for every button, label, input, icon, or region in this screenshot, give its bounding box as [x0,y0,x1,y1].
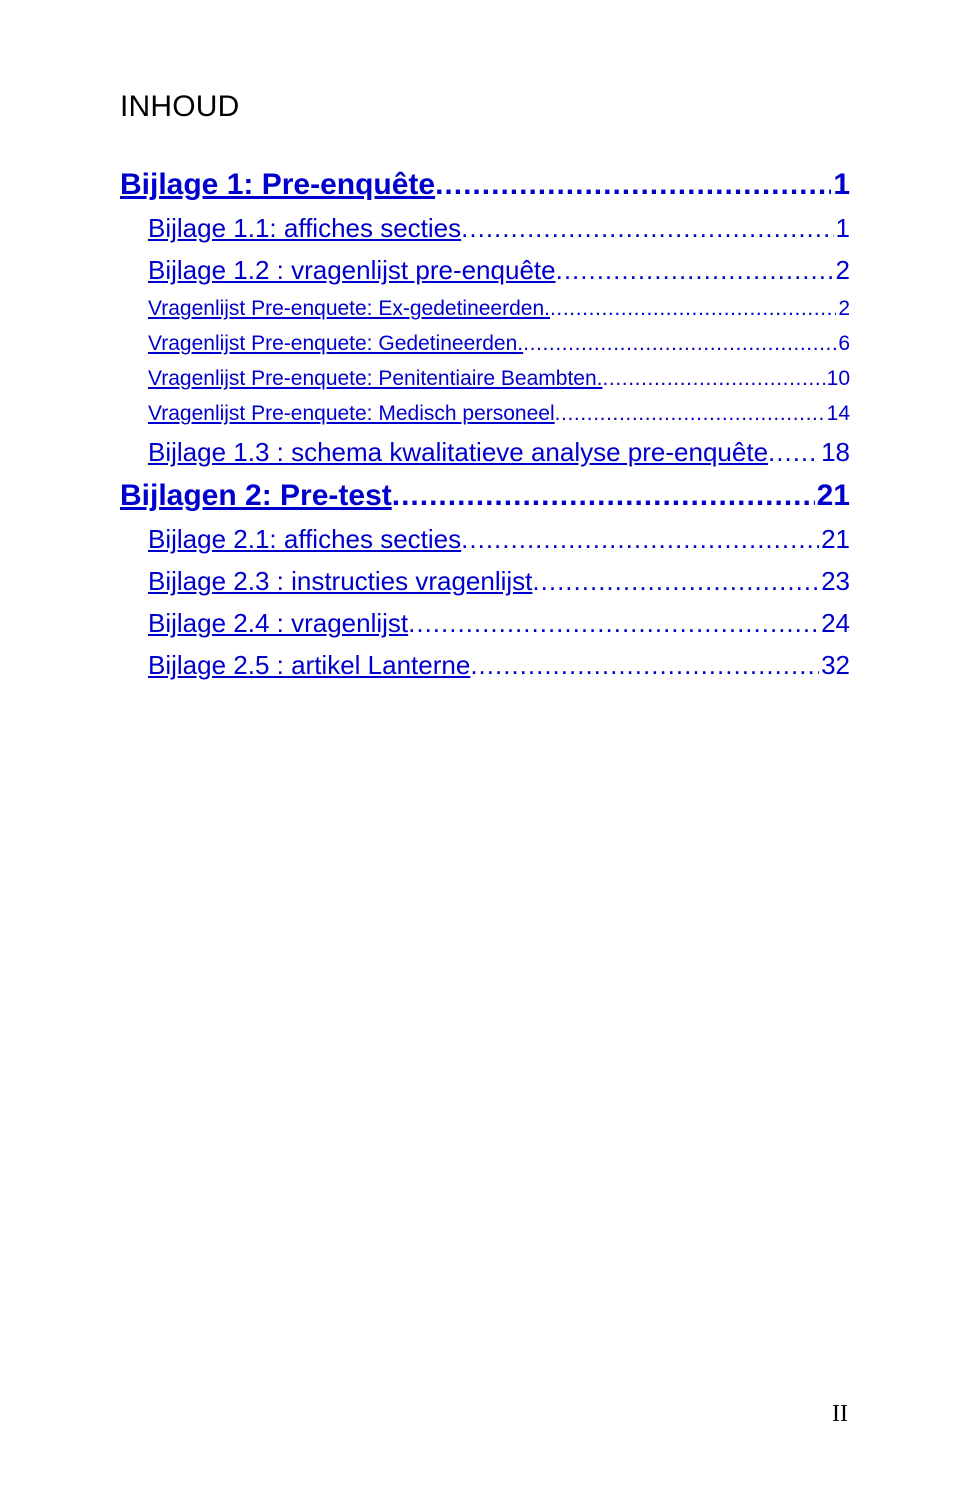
toc-entry-page: 1 [831,168,850,202]
toc-entry[interactable]: Vragenlijst Pre-enquete: Penitentiaire B… [120,361,850,396]
toc-entry[interactable]: Bijlage 2.3 : instructies vragenlijst 23 [120,560,850,602]
toc-leader-dots [392,479,815,513]
toc-entry-label[interactable]: Bijlage 1.1: affiches secties [148,213,461,244]
toc-leader-dots [408,608,819,639]
toc-entry[interactable]: Bijlage 1.1: affiches secties 1 [120,207,850,249]
toc-entry[interactable]: Bijlage 1.2 : vragenlijst pre-enquête 2 [120,249,850,291]
toc-entry[interactable]: Vragenlijst Pre-enquete: Ex-gedetineerde… [120,291,850,326]
toc-leader-dots [555,402,825,426]
toc-entry-page: 24 [819,608,850,639]
toc-leader-dots [435,168,831,202]
toc-entry-label[interactable]: Bijlage 2.3 : instructies vragenlijst [148,566,532,597]
toc-entry-label[interactable]: Vragenlijst Pre-enquete: Gedetineerden. [148,332,523,356]
toc-entry-label[interactable]: Vragenlijst Pre-enquete: Ex-gedetineerde… [148,297,550,321]
toc-leader-dots [470,650,819,681]
toc-leader-dots [603,367,825,391]
toc-entry-page: 23 [819,566,850,597]
page-title: INHOUD [120,90,850,124]
toc-entry[interactable]: Bijlage 2.4 : vragenlijst 24 [120,602,850,644]
toc-entry[interactable]: Bijlage 2.1: affiches secties 21 [120,518,850,560]
toc-entry-label[interactable]: Bijlage 1.2 : vragenlijst pre-enquête [148,255,556,286]
toc-entry-label[interactable]: Bijlage 2.4 : vragenlijst [148,608,408,639]
toc-leader-dots [556,255,834,286]
toc-entry[interactable]: Vragenlijst Pre-enquete: Medisch persone… [120,396,850,431]
toc-entry-page: 2 [834,255,850,286]
toc-entry[interactable]: Bijlagen 2: Pre-test 21 [120,473,850,518]
table-of-contents: Bijlage 1: Pre-enquête1Bijlage 1.1: affi… [120,162,850,686]
toc-leader-dots [523,332,836,356]
toc-entry-page: 32 [819,650,850,681]
toc-leader-dots [550,297,836,321]
toc-entry-page: 21 [819,524,850,555]
toc-entry[interactable]: Bijlage 2.5 : artikel Lanterne 32 [120,644,850,686]
toc-entry[interactable]: Bijlage 1: Pre-enquête 1 [120,162,850,207]
toc-leader-dots [461,213,833,244]
document-page: INHOUD Bijlage 1: Pre-enquête1Bijlage 1.… [0,0,960,1488]
toc-entry-label[interactable]: Bijlage 1: Pre-enquête [120,168,435,202]
toc-entry-page: 21 [815,479,850,513]
toc-entry-label[interactable]: Bijlage 1.3 : schema kwalitatieve analys… [148,437,768,468]
footer-page-number: II [832,1401,848,1428]
toc-entry-label[interactable]: Bijlage 2.1: affiches secties [148,524,461,555]
toc-entry-page: 18 [819,437,850,468]
toc-leader-dots [461,524,819,555]
toc-entry-label[interactable]: Bijlagen 2: Pre-test [120,479,392,513]
toc-entry-page: 6 [836,332,850,356]
toc-entry[interactable]: Vragenlijst Pre-enquete: Gedetineerden. 6 [120,326,850,361]
toc-entry-page: 14 [825,402,850,426]
toc-entry-label[interactable]: Vragenlijst Pre-enquete: Medisch persone… [148,402,555,426]
toc-entry[interactable]: Bijlage 1.3 : schema kwalitatieve analys… [120,431,850,473]
toc-entry-page: 10 [825,367,850,391]
toc-leader-dots [768,437,819,468]
toc-entry-label[interactable]: Bijlage 2.5 : artikel Lanterne [148,650,470,681]
toc-entry-label[interactable]: Vragenlijst Pre-enquete: Penitentiaire B… [148,367,603,391]
toc-leader-dots [532,566,819,597]
toc-entry-page: 1 [834,213,850,244]
toc-entry-page: 2 [836,297,850,321]
